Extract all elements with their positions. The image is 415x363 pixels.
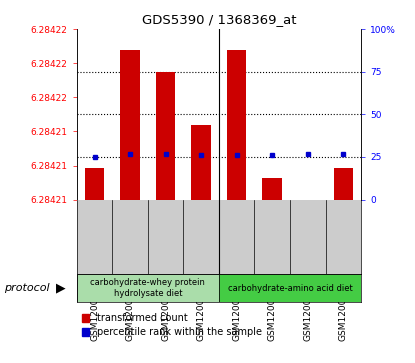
Bar [120,50,140,200]
Bar [156,72,176,200]
Text: protocol: protocol [4,283,50,293]
Title: GDS5390 / 1368369_at: GDS5390 / 1368369_at [142,13,296,26]
Bar [298,200,317,221]
Text: ▶: ▶ [56,281,66,294]
Bar [77,274,219,302]
Bar [227,50,247,200]
Text: carbohydrate-whey protein
hydrolysate diet: carbohydrate-whey protein hydrolysate di… [90,278,205,298]
Bar [85,168,104,200]
Bar [219,274,361,302]
Legend: transformed count, percentile rank within the sample: transformed count, percentile rank withi… [82,313,262,337]
Text: carbohydrate-amino acid diet: carbohydrate-amino acid diet [227,284,352,293]
Bar [191,125,211,200]
Bar [262,178,282,200]
Bar [334,168,353,200]
